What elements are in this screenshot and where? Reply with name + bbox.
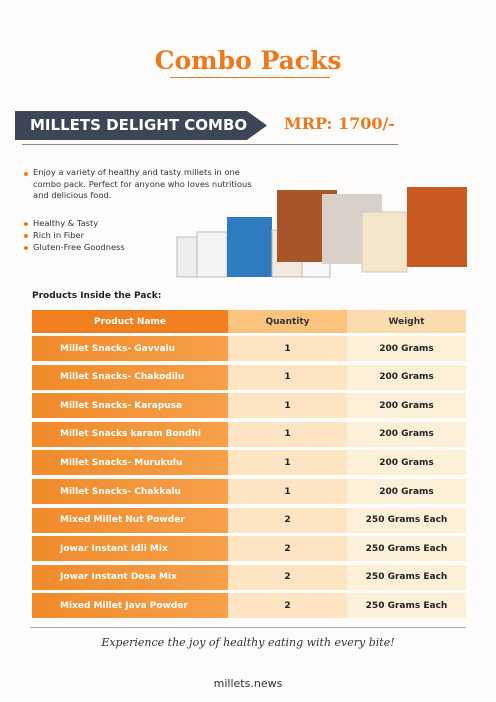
table-cell: 1 xyxy=(228,479,347,504)
bullet xyxy=(24,172,28,176)
table-cell: 200 Grams xyxy=(347,393,466,419)
table-cell: 1 xyxy=(228,393,347,419)
title: Combo Packs xyxy=(154,46,342,75)
table-cell: Mixed Millet Nut Powder xyxy=(32,507,228,533)
divider xyxy=(22,144,398,145)
table-cell: Millet Snacks- Chakodilu xyxy=(32,364,228,390)
feature: Gluten-Free Goodness xyxy=(33,242,125,252)
feature: Rich in Fiber xyxy=(33,230,84,240)
table-cell: Mixed Millet Java Powder xyxy=(32,593,228,619)
footer: millets.news xyxy=(213,677,283,690)
table-cell: Jowar Instant Dosa Mix xyxy=(32,564,228,590)
table-cell: 200 Grams xyxy=(347,479,466,504)
pack xyxy=(227,217,272,277)
description: Enjoy a variety of healthy and tasty mil… xyxy=(33,167,252,200)
column-header: Product Name xyxy=(32,310,228,333)
table-cell: Millet Snacks- Karapusa xyxy=(32,393,228,419)
pack xyxy=(361,211,408,273)
table-cell: Millet Snacks- Chakkalu xyxy=(32,479,228,504)
table-cell: 1 xyxy=(228,421,347,447)
feature: Healthy & Tasty xyxy=(33,218,99,228)
table-cell: 200 Grams xyxy=(347,450,466,476)
table-cell: 1 xyxy=(228,364,347,390)
table-caption: Products Inside the Pack: xyxy=(32,291,162,301)
table-cell: Jowar Instant Idli Mix xyxy=(32,536,228,562)
divider xyxy=(30,627,466,628)
tagline: Experience the joy of healthy eating wit… xyxy=(101,636,395,649)
table-cell: Millet Snacks- Gavvalu xyxy=(32,336,228,361)
column-header: Quantity xyxy=(228,310,347,333)
product-image xyxy=(176,187,467,278)
table-cell: 2 xyxy=(228,593,347,619)
price: MRP: 1700/- xyxy=(284,114,395,133)
combo-name: MILLETS DELIGHT COMBO xyxy=(30,116,248,134)
table-cell: 200 Grams xyxy=(347,336,466,361)
bullet xyxy=(24,246,28,250)
table-cell: 1 xyxy=(228,336,347,361)
table-cell: Millet Snacks- Murukulu xyxy=(32,450,228,476)
banner xyxy=(15,111,267,140)
table-cell: 2 xyxy=(228,507,347,533)
table-cell: 250 Grams Each xyxy=(347,593,466,619)
title-underline xyxy=(170,77,330,78)
column-header: Weight xyxy=(347,310,466,333)
table-cell: 2 xyxy=(228,564,347,590)
table-cell: 250 Grams Each xyxy=(347,536,466,562)
bullet xyxy=(24,222,28,226)
table-cell: 1 xyxy=(228,450,347,476)
bullet xyxy=(24,234,28,238)
pack xyxy=(407,187,467,267)
table-cell: 200 Grams xyxy=(347,421,466,447)
pack xyxy=(196,231,228,278)
table-cell: 2 xyxy=(228,536,347,562)
table-cell: 250 Grams Each xyxy=(347,564,466,590)
table-cell: 250 Grams Each xyxy=(347,507,466,533)
table-cell: 200 Grams xyxy=(347,364,466,390)
table-cell: Millet Snacks karam Bondhi xyxy=(32,421,228,447)
